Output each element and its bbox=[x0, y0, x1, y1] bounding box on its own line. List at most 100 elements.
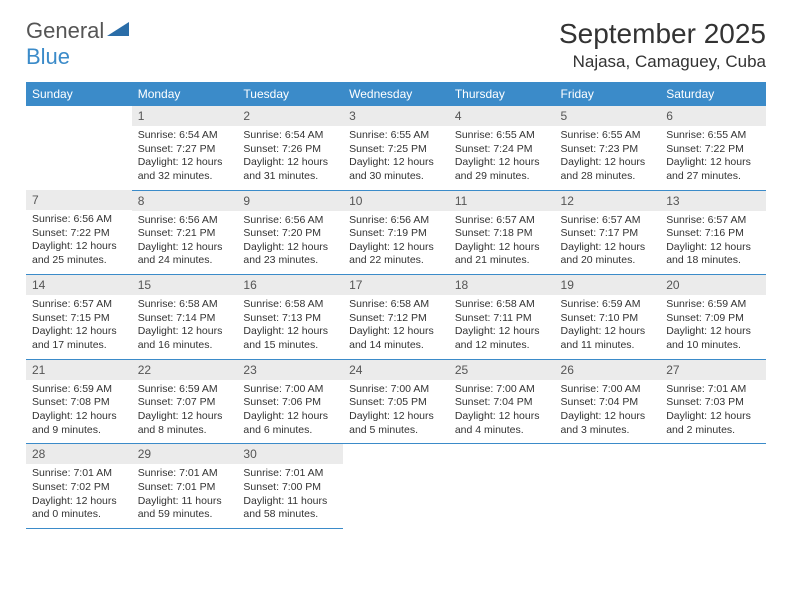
calendar-cell: 19Sunrise: 6:59 AMSunset: 7:10 PMDayligh… bbox=[555, 275, 661, 360]
calendar-cell: 5Sunrise: 6:55 AMSunset: 7:23 PMDaylight… bbox=[555, 106, 661, 190]
sunset-value: 7:19 PM bbox=[388, 227, 427, 239]
sunrise-label: Sunrise: bbox=[349, 214, 388, 226]
sunset-value: 7:18 PM bbox=[493, 227, 532, 239]
sunset-value: 7:26 PM bbox=[282, 143, 321, 155]
sunrise-label: Sunrise: bbox=[349, 383, 388, 395]
sunset-label: Sunset: bbox=[349, 396, 385, 408]
day-body: Sunrise: 7:01 AMSunset: 7:01 PMDaylight:… bbox=[132, 464, 238, 528]
calendar-cell: 11Sunrise: 6:57 AMSunset: 7:18 PMDayligh… bbox=[449, 190, 555, 275]
calendar-week: 1Sunrise: 6:54 AMSunset: 7:27 PMDaylight… bbox=[26, 106, 766, 190]
calendar-head: SundayMondayTuesdayWednesdayThursdayFrid… bbox=[26, 82, 766, 106]
day-number: 1 bbox=[132, 106, 238, 126]
sunset-label: Sunset: bbox=[666, 143, 702, 155]
sunset-value: 7:02 PM bbox=[71, 481, 110, 493]
sunrise-label: Sunrise: bbox=[243, 214, 282, 226]
day-body: Sunrise: 6:55 AMSunset: 7:25 PMDaylight:… bbox=[343, 126, 449, 190]
day-number: 7 bbox=[26, 190, 132, 210]
day-body: Sunrise: 6:58 AMSunset: 7:14 PMDaylight:… bbox=[132, 295, 238, 359]
daylight-label: Daylight: bbox=[561, 241, 602, 253]
header: General Blue September 2025 Najasa, Cama… bbox=[26, 18, 766, 72]
day-body: Sunrise: 6:54 AMSunset: 7:27 PMDaylight:… bbox=[132, 126, 238, 190]
day-number: 2 bbox=[237, 106, 343, 126]
calendar-cell bbox=[555, 444, 661, 529]
day-body: Sunrise: 6:56 AMSunset: 7:21 PMDaylight:… bbox=[132, 211, 238, 275]
sunrise-label: Sunrise: bbox=[666, 383, 705, 395]
sunset-value: 7:04 PM bbox=[493, 396, 532, 408]
day-number: 14 bbox=[26, 275, 132, 295]
sunrise-value: 6:57 AM bbox=[73, 298, 112, 310]
sunset-label: Sunset: bbox=[561, 312, 597, 324]
sunset-label: Sunset: bbox=[561, 143, 597, 155]
sunrise-value: 6:54 AM bbox=[285, 129, 324, 141]
day-number: 28 bbox=[26, 444, 132, 464]
calendar-week: 7Sunrise: 6:56 AMSunset: 7:22 PMDaylight… bbox=[26, 190, 766, 275]
sunrise-label: Sunrise: bbox=[349, 129, 388, 141]
calendar-cell: 18Sunrise: 6:58 AMSunset: 7:11 PMDayligh… bbox=[449, 275, 555, 360]
day-body: Sunrise: 6:56 AMSunset: 7:19 PMDaylight:… bbox=[343, 211, 449, 275]
daylight-label: Daylight: bbox=[243, 241, 284, 253]
weekday-header: Monday bbox=[132, 82, 238, 106]
sunset-value: 7:20 PM bbox=[282, 227, 321, 239]
daylight-label: Daylight: bbox=[32, 240, 73, 252]
day-number: 4 bbox=[449, 106, 555, 126]
day-body: Sunrise: 6:58 AMSunset: 7:11 PMDaylight:… bbox=[449, 295, 555, 359]
daylight-label: Daylight: bbox=[138, 156, 179, 168]
calendar-cell: 15Sunrise: 6:58 AMSunset: 7:14 PMDayligh… bbox=[132, 275, 238, 360]
sunset-value: 7:16 PM bbox=[705, 227, 744, 239]
day-body: Sunrise: 6:57 AMSunset: 7:18 PMDaylight:… bbox=[449, 211, 555, 275]
daylight-label: Daylight: bbox=[666, 241, 707, 253]
calendar-cell: 9Sunrise: 6:56 AMSunset: 7:20 PMDaylight… bbox=[237, 190, 343, 275]
sunset-value: 7:14 PM bbox=[176, 312, 215, 324]
daylight-label: Daylight: bbox=[349, 156, 390, 168]
sunset-label: Sunset: bbox=[138, 312, 174, 324]
calendar-cell bbox=[449, 444, 555, 529]
day-body: Sunrise: 6:54 AMSunset: 7:26 PMDaylight:… bbox=[237, 126, 343, 190]
day-number: 10 bbox=[343, 191, 449, 211]
sunrise-label: Sunrise: bbox=[666, 298, 705, 310]
sunrise-value: 6:59 AM bbox=[602, 298, 641, 310]
day-body: Sunrise: 6:57 AMSunset: 7:16 PMDaylight:… bbox=[660, 211, 766, 275]
calendar-cell: 17Sunrise: 6:58 AMSunset: 7:12 PMDayligh… bbox=[343, 275, 449, 360]
sunrise-value: 7:00 AM bbox=[285, 383, 324, 395]
sunset-label: Sunset: bbox=[32, 312, 68, 324]
calendar-week: 21Sunrise: 6:59 AMSunset: 7:08 PMDayligh… bbox=[26, 359, 766, 444]
weekday-header: Thursday bbox=[449, 82, 555, 106]
day-body: Sunrise: 7:01 AMSunset: 7:02 PMDaylight:… bbox=[26, 464, 132, 528]
calendar-table: SundayMondayTuesdayWednesdayThursdayFrid… bbox=[26, 82, 766, 529]
calendar-cell bbox=[343, 444, 449, 529]
sunset-label: Sunset: bbox=[138, 227, 174, 239]
calendar-body: 1Sunrise: 6:54 AMSunset: 7:27 PMDaylight… bbox=[26, 106, 766, 528]
day-body: Sunrise: 6:59 AMSunset: 7:08 PMDaylight:… bbox=[26, 380, 132, 444]
location: Najasa, Camaguey, Cuba bbox=[559, 52, 766, 72]
sunset-label: Sunset: bbox=[243, 481, 279, 493]
sunset-label: Sunset: bbox=[455, 227, 491, 239]
day-number: 22 bbox=[132, 360, 238, 380]
sunrise-label: Sunrise: bbox=[32, 467, 71, 479]
sunrise-value: 6:56 AM bbox=[73, 213, 112, 225]
sunrise-label: Sunrise: bbox=[32, 213, 71, 225]
weekday-header: Friday bbox=[555, 82, 661, 106]
sunset-value: 7:10 PM bbox=[599, 312, 638, 324]
weekday-header: Tuesday bbox=[237, 82, 343, 106]
day-body: Sunrise: 6:59 AMSunset: 7:07 PMDaylight:… bbox=[132, 380, 238, 444]
sunset-label: Sunset: bbox=[138, 396, 174, 408]
sunrise-value: 7:00 AM bbox=[496, 383, 535, 395]
sunset-value: 7:15 PM bbox=[71, 312, 110, 324]
day-body: Sunrise: 7:00 AMSunset: 7:04 PMDaylight:… bbox=[449, 380, 555, 444]
calendar-cell: 10Sunrise: 6:56 AMSunset: 7:19 PMDayligh… bbox=[343, 190, 449, 275]
sunset-value: 7:23 PM bbox=[599, 143, 638, 155]
sunset-label: Sunset: bbox=[243, 143, 279, 155]
day-number: 26 bbox=[555, 360, 661, 380]
sunrise-value: 6:57 AM bbox=[602, 214, 641, 226]
sunrise-label: Sunrise: bbox=[243, 129, 282, 141]
sunrise-value: 6:54 AM bbox=[179, 129, 218, 141]
calendar-cell: 14Sunrise: 6:57 AMSunset: 7:15 PMDayligh… bbox=[26, 275, 132, 360]
sunrise-label: Sunrise: bbox=[666, 129, 705, 141]
day-number: 9 bbox=[237, 191, 343, 211]
sunset-label: Sunset: bbox=[666, 396, 702, 408]
day-body: Sunrise: 6:58 AMSunset: 7:13 PMDaylight:… bbox=[237, 295, 343, 359]
sunrise-value: 7:00 AM bbox=[602, 383, 641, 395]
sunrise-value: 6:56 AM bbox=[285, 214, 324, 226]
sunrise-value: 6:55 AM bbox=[496, 129, 535, 141]
sunrise-label: Sunrise: bbox=[561, 214, 600, 226]
